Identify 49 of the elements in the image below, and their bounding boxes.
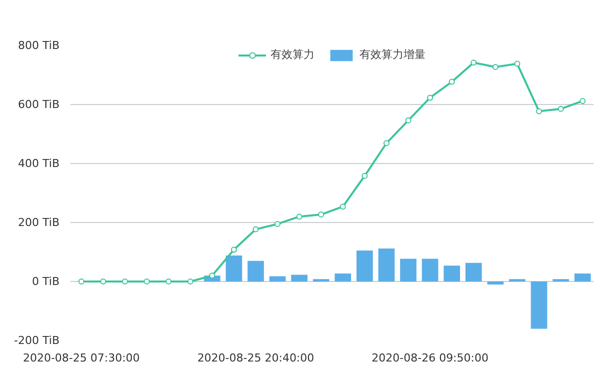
point <box>144 278 150 284</box>
bar <box>487 282 504 284</box>
point <box>448 78 455 85</box>
bar <box>356 250 373 282</box>
point <box>100 278 106 284</box>
point <box>514 60 520 67</box>
point <box>122 278 128 284</box>
point <box>580 98 586 104</box>
bar <box>291 274 308 282</box>
x-tick-label: 2020-08-25 20:40:00 <box>197 352 314 364</box>
point <box>209 272 216 279</box>
legend-label: 有效算力增量 <box>360 47 426 62</box>
bar <box>334 274 352 282</box>
point <box>166 278 172 284</box>
point <box>252 226 259 232</box>
bar <box>226 256 242 282</box>
point <box>405 117 412 124</box>
y-tick-label: 800 TiB <box>18 39 60 52</box>
point <box>492 64 498 70</box>
point <box>318 212 324 218</box>
x-tick-label: 2020-08-25 07:30:00 <box>22 352 140 364</box>
point <box>230 246 237 253</box>
bar <box>530 282 548 329</box>
point <box>383 140 390 146</box>
point <box>340 204 346 210</box>
bar <box>400 258 416 282</box>
point <box>558 106 564 112</box>
bar <box>444 266 460 282</box>
y-tick-label: 600 TiB <box>18 98 60 111</box>
point <box>470 60 477 66</box>
bar <box>248 260 264 282</box>
point <box>274 220 281 227</box>
point <box>362 172 368 179</box>
y-tick-label: -200 TiB <box>14 334 60 347</box>
bar <box>574 274 591 282</box>
y-tick-label: 200 TiB <box>18 216 60 229</box>
point <box>427 94 434 101</box>
point <box>296 214 302 220</box>
bar <box>269 276 286 282</box>
point <box>536 108 542 114</box>
x-tick-label: 2020-08-26 09:50:00 <box>372 352 488 364</box>
bar <box>378 248 395 282</box>
point <box>187 278 194 284</box>
legend-label: 有效算力 <box>270 47 314 62</box>
y-tick-label: 400 TiB <box>18 157 60 170</box>
point <box>78 278 84 284</box>
y-tick-label: 0 TiB <box>32 275 60 288</box>
bar <box>465 262 482 282</box>
bar <box>422 258 438 282</box>
